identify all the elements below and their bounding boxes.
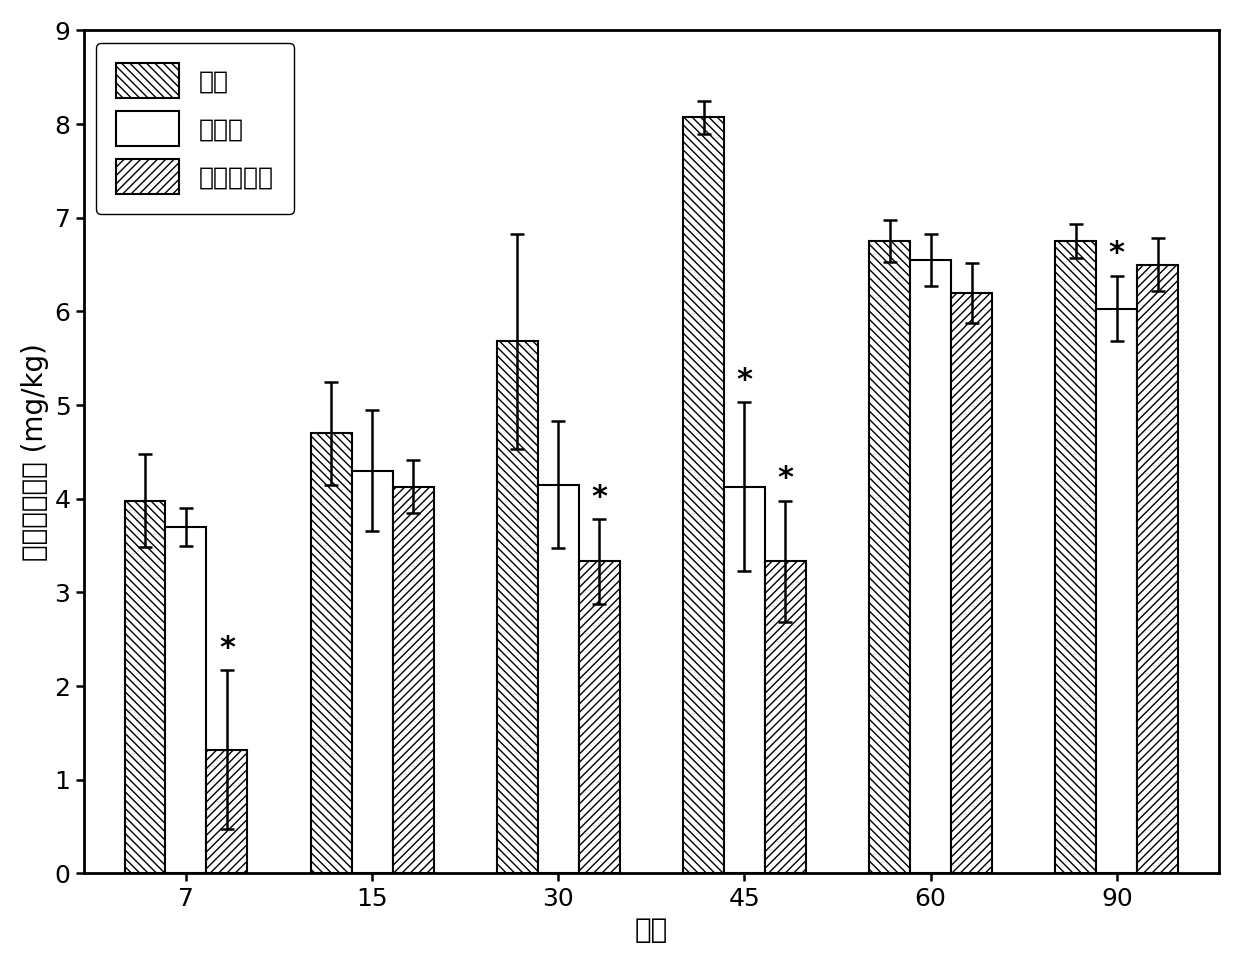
X-axis label: 天数: 天数 [635,916,668,944]
Text: *: * [737,366,753,395]
Bar [1096,309,1137,873]
Bar [951,292,992,873]
Bar [497,342,538,873]
Text: *: * [591,482,608,511]
Bar [352,471,393,873]
Bar [724,486,765,873]
Bar [165,527,206,873]
Bar [393,486,434,873]
Bar [538,484,579,873]
Bar [765,562,806,873]
Bar [206,750,248,873]
Text: *: * [777,464,794,493]
Text: *: * [219,634,234,663]
Bar [1137,264,1178,873]
Bar [683,118,724,873]
Bar [869,241,910,873]
Legend: 对照, 生物炭, 改性生物炭: 对照, 生物炭, 改性生物炭 [95,42,294,214]
Bar [579,562,620,873]
Bar [910,260,951,873]
Y-axis label: 有效态镉含量 (mg/kg): 有效态镉含量 (mg/kg) [21,343,48,561]
Bar [1055,241,1096,873]
Bar [124,501,165,873]
Text: *: * [1109,239,1125,268]
Bar [311,433,352,873]
